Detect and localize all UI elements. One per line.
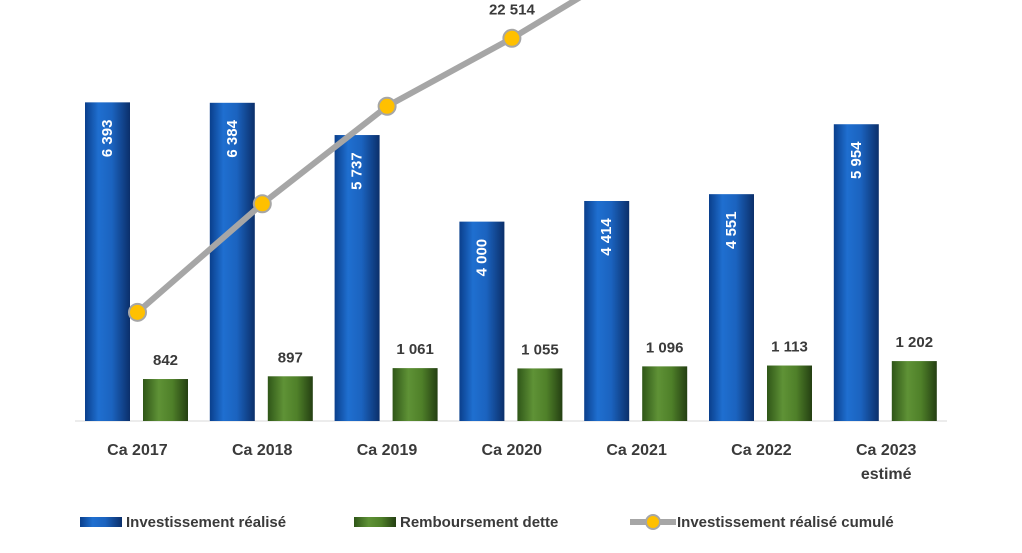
category-label: Ca 2019 [357, 442, 418, 459]
bar-label-remboursement: 897 [278, 349, 303, 366]
bar-investissement [584, 200, 630, 421]
bar-remboursement [517, 368, 563, 421]
category-label: Ca 2018 [232, 442, 293, 459]
bar-label-investissement: 4 000 [473, 239, 490, 277]
bar-label-remboursement: 1 202 [896, 334, 934, 351]
category-label: Ca 2020 [482, 442, 543, 459]
bar-remboursement [642, 366, 688, 421]
bar-remboursement [267, 376, 313, 421]
legend-label-investissement: Investissement réalisé [126, 514, 286, 531]
legend-swatch-investissement [80, 517, 122, 527]
bar-remboursement [143, 379, 188, 421]
bar-label-remboursement: 1 061 [396, 341, 434, 358]
category-label: Ca 2017 [107, 442, 168, 459]
legend-label-cumule: Investissement réalisé cumulé [677, 514, 894, 531]
bar-label-remboursement: 1 055 [521, 341, 559, 358]
bar-investissement [459, 221, 505, 421]
bar-investissement [209, 102, 255, 422]
bar-remboursement [767, 365, 812, 421]
bar-remboursement [392, 368, 438, 421]
bar-investissement [709, 194, 754, 421]
category-label: Ca 2023 [856, 442, 917, 459]
bar-label-remboursement: 1 113 [771, 339, 808, 356]
legend-label-remboursement: Remboursement dette [400, 514, 558, 531]
category-label: Ca 2021 [606, 442, 667, 459]
bar-investissement [334, 135, 380, 422]
category-label: estimé [861, 466, 912, 483]
bar-label-investissement: 4 414 [598, 218, 615, 256]
category-label: Ca 2022 [731, 442, 792, 459]
legend-swatch-remboursement [354, 517, 396, 527]
bar-label-investissement: 5 737 [349, 152, 366, 190]
bar-investissement [833, 124, 879, 421]
bar-label-remboursement: 1 096 [646, 339, 684, 356]
bar-label-remboursement: 842 [153, 352, 178, 369]
bar-label-investissement: 6 393 [99, 120, 116, 158]
bar-label-investissement: 4 551 [723, 211, 740, 249]
bar-label-investissement: 5 954 [848, 141, 865, 179]
bar-label-investissement: 6 384 [224, 119, 241, 157]
bar-investissement [85, 102, 130, 421]
point-cumule [502, 28, 522, 48]
point-cumule [377, 96, 397, 116]
point-cumule [252, 194, 272, 214]
point-label-cumule: 22 514 [489, 1, 536, 18]
point-cumule [128, 302, 147, 322]
bar-remboursement [891, 361, 937, 421]
legend-swatch-cumule-marker [645, 514, 661, 530]
